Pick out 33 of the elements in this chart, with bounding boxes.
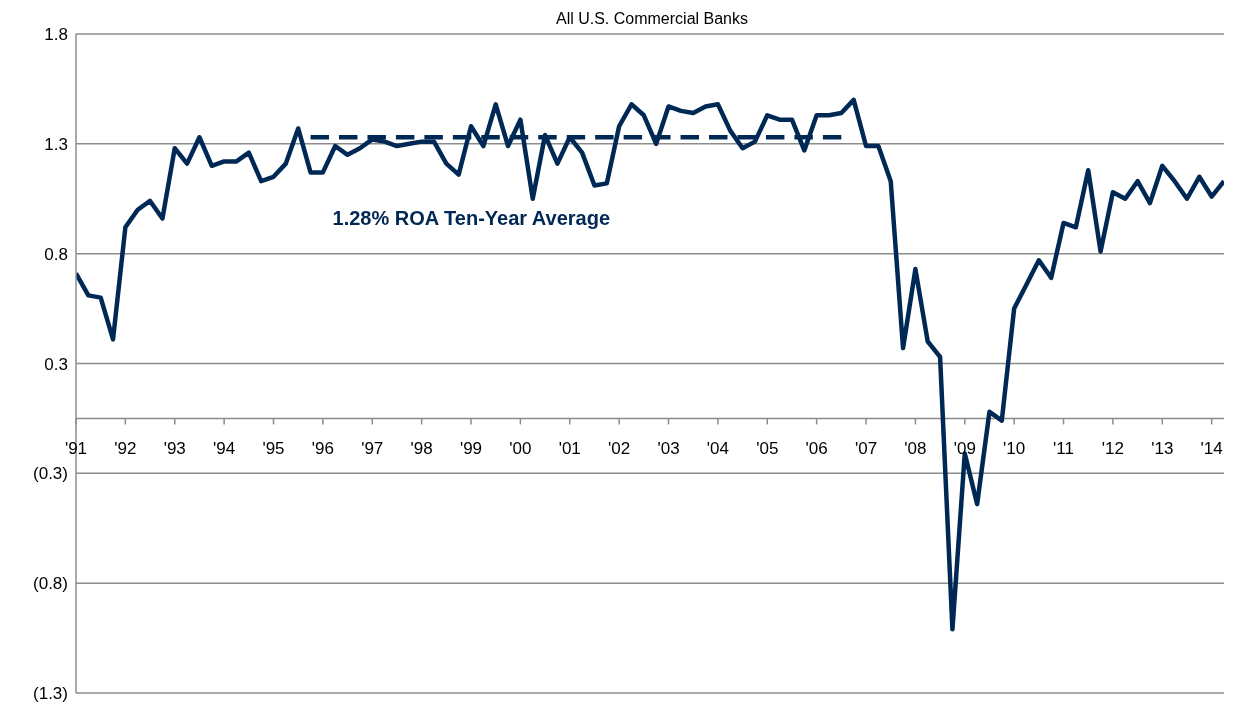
- x-tick-label: '05: [756, 439, 779, 459]
- x-tick-label: '11: [1053, 439, 1074, 459]
- x-tick-label: '92: [114, 439, 137, 459]
- chart-title: All U.S. Commercial Banks: [554, 10, 749, 28]
- x-tick-label: '95: [262, 439, 285, 459]
- x-tick-label: '06: [805, 439, 828, 459]
- y-tick-label: (1.3): [33, 684, 68, 704]
- y-tick-label: 1.3: [44, 134, 68, 154]
- x-tick-label: '00: [509, 439, 532, 459]
- x-tick-label: '03: [657, 439, 680, 459]
- x-tick-label: '91: [64, 439, 88, 459]
- y-tick-label: (0.8): [33, 574, 68, 594]
- x-tick-label: '08: [904, 439, 927, 459]
- x-tick-label: '07: [854, 439, 878, 459]
- x-tick-label: '98: [410, 439, 433, 459]
- x-tick-label: '02: [608, 439, 631, 459]
- x-tick-label: '96: [311, 439, 334, 459]
- x-tick-label: '01: [558, 439, 581, 459]
- y-tick-label: 1.8: [44, 25, 68, 45]
- x-tick-label: '97: [361, 439, 384, 459]
- x-tick-label: '10: [1003, 439, 1026, 459]
- y-tick-label: 0.3: [44, 354, 68, 374]
- text: 1.28% ROA Ten-Year Average: [332, 207, 611, 230]
- x-tick-label: '14: [1200, 439, 1223, 459]
- y-tick-label: (0.3): [33, 464, 68, 484]
- x-tick-label: '09: [953, 439, 976, 459]
- x-tick-label: '93: [163, 439, 186, 459]
- y-tick-label: 0.8: [44, 244, 68, 264]
- x-tick-label: '99: [459, 439, 483, 459]
- x-tick-label: '94: [213, 439, 236, 459]
- x-tick-label: '13: [1151, 439, 1174, 459]
- x-tick-label: '12: [1101, 439, 1124, 459]
- x-tick-label: '04: [706, 439, 729, 459]
